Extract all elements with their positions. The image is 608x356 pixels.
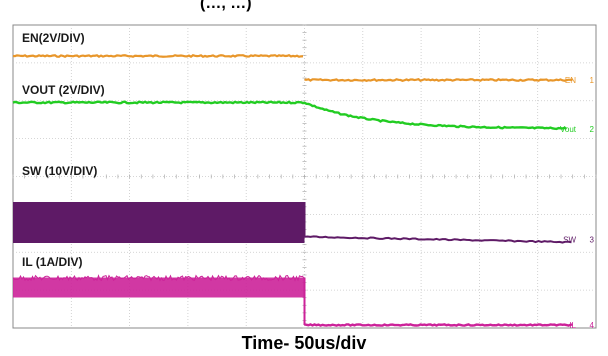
trace-en-after: [304, 78, 573, 82]
channel-end-tags: EN 1 Vout 2 SW 3 IL 4: [560, 76, 595, 330]
series-label-en: EN(2V/DIV): [22, 31, 85, 45]
chart-title: (…, …): [200, 0, 252, 12]
end-tag-name: EN: [565, 76, 576, 85]
traces: [12, 54, 573, 327]
trace-il-ripple: [12, 274, 305, 282]
end-tag-channel: 1: [590, 76, 595, 85]
x-axis-title: Time- 50us/div: [242, 333, 367, 353]
trace-il-after: [304, 323, 573, 327]
trace-il-band: [13, 277, 305, 298]
trace-sw-after: [303, 202, 572, 244]
end-tag-channel: 2: [590, 125, 595, 134]
series-label-il: IL (1A/DIV): [22, 255, 82, 269]
end-tag-name: Vout: [560, 125, 577, 134]
series-label-vout: VOUT (2V/DIV): [22, 83, 105, 97]
series-label-sw: SW (10V/DIV): [22, 164, 97, 178]
trace-vout: [12, 100, 568, 131]
end-tag-name: SW: [563, 236, 576, 245]
end-tag-channel: 4: [590, 321, 595, 330]
trace-sw-switching: [13, 202, 305, 243]
end-tag-name: IL: [569, 321, 576, 330]
end-tag-channel: 3: [590, 236, 595, 245]
trace-en-before: [12, 54, 304, 59]
